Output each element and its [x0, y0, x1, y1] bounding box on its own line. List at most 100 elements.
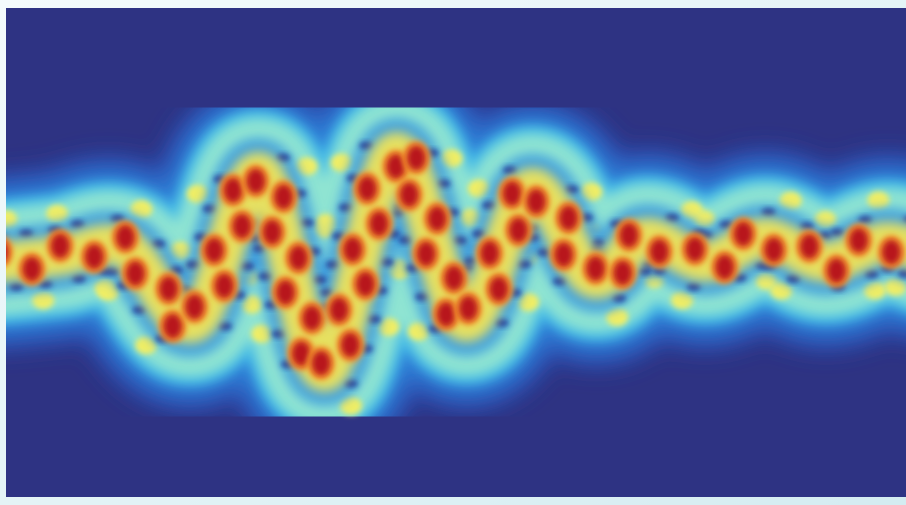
red-blob — [400, 183, 418, 207]
red-blob — [650, 240, 668, 264]
red-blob — [247, 169, 265, 193]
red-blob — [481, 241, 499, 265]
red-blob — [85, 245, 103, 269]
yellow-spot — [315, 214, 337, 232]
red-blob — [164, 314, 182, 338]
red-blob — [490, 277, 508, 301]
red-blob — [765, 238, 783, 262]
red-blob — [387, 155, 405, 179]
dark-dash — [800, 222, 814, 230]
red-blob — [330, 298, 348, 322]
red-blob — [23, 257, 41, 281]
red-blob — [275, 185, 293, 209]
red-blob — [527, 189, 545, 213]
dark-dash — [495, 319, 509, 327]
yellow-spot — [606, 308, 628, 326]
red-blob — [459, 296, 477, 320]
red-blob — [233, 214, 251, 238]
dark-dash — [553, 277, 567, 285]
red-blob — [344, 238, 362, 262]
dark-dash — [339, 203, 353, 211]
red-blob — [224, 178, 242, 202]
yellow-spot — [32, 291, 54, 309]
dark-dash — [106, 267, 120, 275]
red-blob — [686, 237, 704, 261]
red-blob — [407, 146, 425, 170]
red-blob — [289, 246, 307, 270]
dark-dash — [9, 283, 23, 291]
red-blob — [356, 272, 374, 296]
yellow-spot — [46, 205, 68, 223]
red-blob — [263, 220, 281, 244]
dark-dash — [472, 230, 486, 238]
red-blob — [437, 302, 455, 326]
dark-dash — [151, 240, 165, 248]
red-blob — [205, 238, 223, 262]
red-blob — [850, 228, 868, 252]
red-blob — [358, 177, 376, 201]
dark-dash — [830, 229, 844, 237]
dark-dash — [453, 236, 467, 244]
red-blob — [559, 206, 577, 230]
dark-dash — [71, 220, 85, 228]
red-blob — [509, 218, 527, 242]
dark-dash — [380, 258, 394, 266]
yellow-spot — [377, 318, 399, 336]
dark-dash — [19, 229, 33, 237]
dark-dash — [313, 276, 327, 284]
red-blob — [417, 242, 435, 266]
dark-dash — [240, 262, 254, 270]
red-blob — [186, 295, 204, 319]
dark-dash — [612, 294, 626, 302]
dark-dash — [272, 330, 286, 338]
red-blob — [160, 277, 178, 301]
dark-dash — [517, 260, 531, 268]
yellow-spot — [885, 278, 906, 296]
dark-dash — [218, 322, 232, 330]
red-blob — [734, 222, 752, 246]
red-blob — [51, 234, 69, 258]
red-blob — [126, 262, 144, 286]
dark-dash — [687, 283, 701, 291]
dark-dash — [300, 219, 314, 227]
red-blob — [620, 223, 638, 247]
red-blob — [428, 207, 446, 231]
dark-dash — [344, 380, 358, 388]
red-blob — [116, 225, 134, 249]
dark-dash — [463, 257, 477, 265]
red-blob — [445, 266, 463, 290]
red-blob — [503, 181, 521, 205]
red-blob — [587, 257, 605, 281]
red-blob — [303, 306, 321, 330]
red-blob — [215, 274, 233, 298]
red-blob — [800, 234, 818, 258]
dark-dash — [186, 261, 200, 269]
dark-dash — [482, 201, 496, 209]
dark-dash — [503, 166, 517, 174]
dark-dash — [415, 293, 429, 301]
red-blob — [827, 259, 845, 283]
dark-dash — [865, 270, 879, 278]
red-blob — [716, 255, 734, 279]
dark-dash — [276, 154, 290, 162]
red-blob — [312, 351, 330, 375]
red-blob — [370, 212, 388, 236]
dark-dash — [326, 261, 340, 269]
dark-dash — [72, 274, 86, 282]
dark-dash — [359, 142, 373, 150]
dark-dash — [367, 315, 381, 323]
dark-dash — [665, 214, 679, 222]
wave-image — [0, 0, 906, 505]
dark-dash — [132, 306, 146, 314]
dark-dash — [786, 275, 800, 283]
dark-dash — [203, 205, 217, 213]
yellow-spot — [867, 191, 889, 209]
dark-dash — [565, 185, 579, 193]
yellow-spot — [130, 200, 152, 218]
dark-dash — [399, 236, 413, 244]
page: (() => { JSON.parse(document.getElementB… — [0, 0, 906, 505]
yellow-spot — [780, 192, 802, 210]
dark-dash — [259, 272, 273, 280]
dark-dash — [436, 180, 450, 188]
red-blob — [882, 240, 900, 264]
